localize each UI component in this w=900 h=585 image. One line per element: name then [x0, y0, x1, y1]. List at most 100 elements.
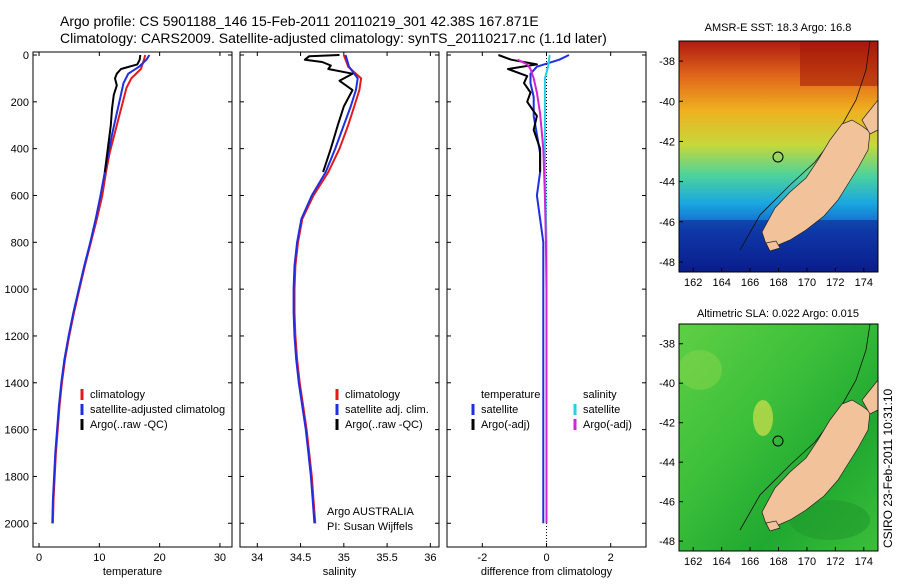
salinity-xlabel: salinity	[323, 566, 357, 578]
ytick-label: 400	[11, 144, 29, 156]
difference-xlabel: difference from climatology	[481, 566, 613, 578]
map-ytick-label: -42	[659, 418, 675, 430]
map-xtick-label: 170	[798, 556, 816, 568]
salinity-xtick-label: 35	[338, 552, 350, 564]
sla-argo-marker	[772, 435, 784, 447]
ytick-label: 1800	[5, 471, 29, 483]
salinity-legend-label: satellite adj. clim.	[345, 404, 429, 416]
map-ytick-label: -40	[659, 378, 675, 390]
salinity-xtick-label: 36	[424, 552, 436, 564]
ytick-label: 1400	[5, 378, 29, 390]
map-xtick-label: 174	[855, 556, 873, 568]
map-ytick-label: -44	[659, 177, 675, 189]
map-xtick-label: 162	[684, 277, 702, 289]
map-xtick-label: 172	[826, 277, 844, 289]
ytick-label: 800	[11, 237, 29, 249]
temperature-xtick-label: 30	[214, 552, 226, 564]
map-ytick-label: -38	[659, 339, 675, 351]
sst-map-axis: 162 164 166 168 170 172 174 -38 -40 -42 -44 -46 -48	[659, 56, 873, 289]
temperature-frame	[32, 51, 233, 548]
difference-xtick-label: -2	[477, 552, 487, 564]
temperature-xtick-label: 0	[36, 552, 42, 564]
owner-annotation: Argo AUSTRALIA	[327, 506, 414, 518]
map-xtick-label: 162	[684, 556, 702, 568]
ytick-label: 600	[11, 190, 29, 202]
ytick-label: 200	[11, 97, 29, 109]
map-xtick-label: 168	[769, 277, 787, 289]
map-ytick-label: -40	[659, 96, 675, 108]
temperature-xtick-label: 20	[154, 552, 166, 564]
temperature-xlabel: temperature	[103, 566, 162, 578]
ytick-label: 1000	[5, 284, 29, 296]
map-xtick-label: 164	[712, 277, 730, 289]
map-xtick-label: 166	[741, 277, 759, 289]
sst-warm-patch	[800, 41, 878, 86]
sla-map: Altimetric SLA: 0.022 Argo: 0.015 162 164…	[659, 308, 879, 568]
map-ytick-label: -46	[659, 497, 675, 509]
difference-legend-label: temperature	[481, 389, 540, 401]
difference-legend-label: satellite	[481, 404, 518, 416]
difference-series-0	[529, 54, 570, 524]
difference-legend-label: Argo(-adj)	[583, 419, 632, 431]
ytick-label: 1200	[5, 331, 29, 343]
sla-high-patch-2	[679, 350, 722, 390]
chart-difference: -2 0 2 difference from climatology temperatu…	[446, 51, 647, 578]
sst-land-south-island	[761, 119, 871, 247]
sst-map: AMSR-E SST: 18.3 Argo: 16.8 162 164 166 168…	[659, 22, 879, 289]
salinity-series-1	[292, 54, 359, 524]
temperature-legend-label: climatology	[90, 389, 146, 401]
temperature-legend-label: Argo(..raw -QC)	[90, 419, 168, 431]
map-xtick-label: 168	[769, 556, 787, 568]
map-ytick-label: -42	[659, 136, 675, 148]
difference-xtick-label: 0	[543, 552, 549, 564]
salinity-xtick-label: 34	[251, 552, 263, 564]
difference-legend-label: salinity	[583, 389, 617, 401]
difference-xtick-label: 2	[608, 552, 614, 564]
sla-map-axis: 162 164 166 168 170 172 174 -38 -40 -42 -44 -46 -48	[659, 339, 873, 568]
difference-legend-label: satellite	[583, 404, 620, 416]
pi-annotation: PI: Susan Wijffels	[327, 521, 413, 533]
sla-land-south-island	[761, 399, 871, 527]
map-ytick-label: -38	[659, 56, 675, 68]
chart-temperature: 0 200 400 600 800 1000 1200 1400 1600 1800 2000 0 10…	[5, 50, 233, 578]
map-xtick-label: 174	[855, 277, 873, 289]
map-ytick-label: -48	[659, 257, 675, 269]
map-xtick-label: 170	[798, 277, 816, 289]
sst-argo-marker	[772, 151, 784, 163]
sla-high-patch	[753, 400, 773, 436]
salinity-frame	[239, 51, 440, 548]
sla-low-patch	[790, 500, 870, 540]
sst-land-north-island	[861, 99, 878, 135]
map-ytick-label: -48	[659, 536, 675, 548]
temperature-xtick-label: 10	[93, 552, 105, 564]
header-line-2: Climatology: CARS2009. Satellite-adjuste…	[60, 30, 607, 46]
sla-land-stewart-island	[765, 520, 781, 532]
salinity-series-2	[303, 54, 354, 173]
salinity-xtick-label: 35.5	[376, 552, 397, 564]
header-line-1: Argo profile: CS 5901188_146 15-Feb-2011…	[60, 13, 539, 29]
sst-map-title: AMSR-E SST: 18.3 Argo: 16.8	[705, 22, 852, 34]
temperature-series-1	[51, 54, 151, 524]
temperature-series-2	[103, 54, 142, 173]
salinity-legend-label: Argo(..raw -QC)	[345, 419, 423, 431]
map-ytick-label: -44	[659, 457, 675, 469]
difference-series-1	[498, 54, 542, 173]
chart-salinity: 34 34.5 35 35.5 36 salinity climatology satelli…	[239, 51, 440, 578]
ytick-label: 2000	[5, 518, 29, 530]
map-xtick-label: 172	[826, 556, 844, 568]
map-xtick-label: 164	[712, 556, 730, 568]
map-xtick-label: 166	[741, 556, 759, 568]
ytick-label: 0	[23, 50, 29, 62]
map-ytick-label: -46	[659, 217, 675, 229]
difference-legend-label: Argo(-adj)	[481, 419, 530, 431]
ytick-label: 1600	[5, 425, 29, 437]
salinity-legend-label: climatology	[345, 389, 401, 401]
sla-map-title: Altimetric SLA: 0.022 Argo: 0.015	[697, 308, 859, 320]
sla-land-north-island	[861, 379, 878, 415]
credit-stamp: CSIRO 23-Feb-2011 10:31:10	[881, 388, 895, 548]
temperature-legend-label: satellite-adjusted climatolog	[90, 404, 225, 416]
sst-land-stewart-island	[765, 240, 781, 252]
salinity-xtick-label: 34.5	[290, 552, 311, 564]
